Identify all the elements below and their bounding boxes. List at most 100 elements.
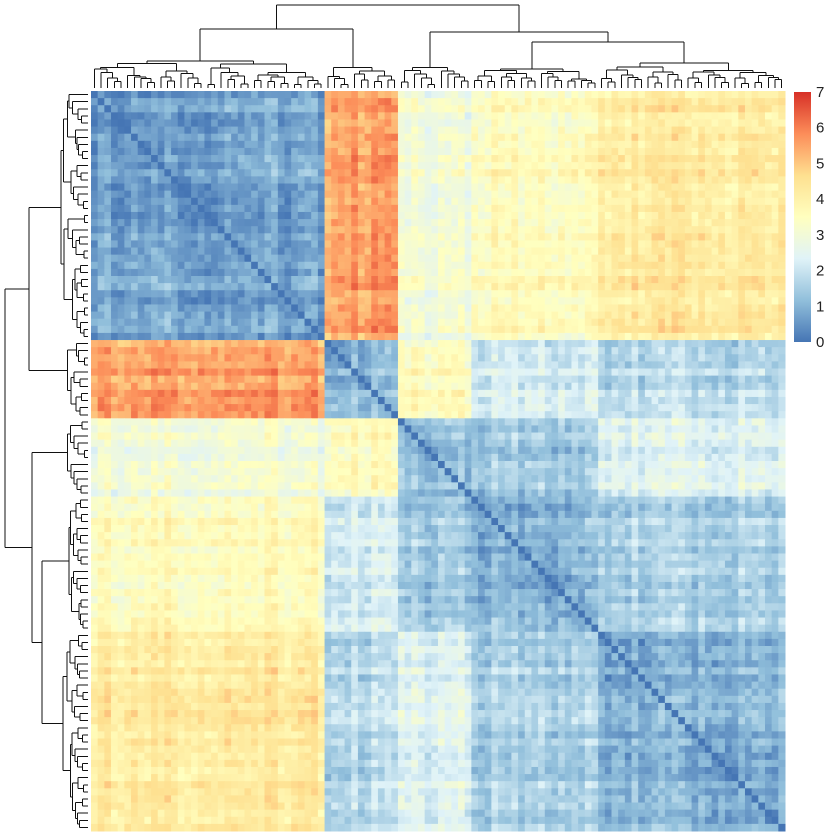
heatmap-cell	[604, 347, 612, 355]
heatmap-cell	[257, 340, 265, 348]
heatmap-cell	[297, 176, 306, 184]
heatmap-cell	[658, 290, 666, 298]
heatmap-cell	[631, 126, 639, 135]
heatmap-cell	[491, 240, 499, 249]
heatmap-cell	[197, 169, 205, 177]
heatmap-cell	[618, 204, 626, 213]
heatmap-cell	[264, 389, 272, 398]
heatmap-cell	[458, 325, 466, 334]
heatmap-cell	[698, 183, 706, 192]
heatmap-cell	[504, 190, 512, 199]
heatmap-cell	[404, 147, 412, 156]
heatmap-cell	[311, 169, 319, 177]
heatmap-cell	[778, 112, 786, 120]
heatmap-cell	[744, 133, 753, 142]
heatmap-cell	[324, 425, 332, 434]
heatmap-cell	[584, 297, 592, 305]
heatmap-cell	[464, 133, 472, 142]
heatmap-cell	[151, 382, 159, 391]
heatmap-cell	[211, 318, 219, 327]
heatmap-cell	[97, 283, 105, 291]
heatmap-cell	[257, 347, 265, 355]
heatmap-cell	[411, 425, 419, 434]
heatmap-cell	[711, 254, 719, 263]
heatmap-cell	[351, 311, 359, 320]
heatmap-cell	[417, 91, 426, 99]
heatmap-cell	[618, 276, 626, 284]
heatmap-cell	[484, 204, 492, 213]
heatmap-cell	[544, 368, 552, 377]
heatmap-cell	[711, 382, 719, 391]
heatmap-cell	[377, 340, 386, 348]
heatmap-cell	[551, 162, 559, 170]
heatmap-cell	[117, 105, 125, 113]
heatmap-cell	[257, 211, 265, 220]
heatmap-cell	[531, 119, 539, 128]
heatmap-cell	[658, 204, 666, 213]
heatmap-cell	[157, 425, 165, 434]
heatmap-cell	[444, 183, 452, 192]
heatmap-cell	[451, 133, 459, 142]
heatmap-cell	[658, 418, 666, 426]
heatmap-cell	[544, 204, 552, 213]
heatmap-cell	[91, 432, 99, 441]
heatmap-cell	[317, 297, 326, 305]
heatmap-cell	[544, 276, 552, 284]
heatmap-cell	[631, 233, 639, 241]
heatmap-cell	[91, 361, 99, 369]
heatmap-cell	[538, 290, 546, 298]
heatmap-cell	[424, 233, 432, 241]
heatmap-cell	[244, 325, 252, 334]
heatmap-cell	[551, 226, 559, 234]
heatmap-cell	[217, 318, 225, 327]
heatmap-cell	[718, 119, 726, 128]
heatmap-cell	[618, 268, 626, 277]
heatmap-cell	[397, 119, 406, 128]
heatmap-cell	[511, 297, 519, 305]
heatmap-cell	[237, 340, 245, 348]
heatmap-cell	[564, 396, 572, 405]
heatmap-cell	[691, 226, 699, 234]
heatmap-cell	[391, 425, 399, 434]
heatmap-cell	[758, 411, 766, 419]
heatmap-cell	[438, 389, 446, 398]
heatmap-cell	[518, 411, 526, 419]
heatmap-cell	[251, 204, 259, 213]
heatmap-cell	[337, 283, 346, 291]
heatmap-cell	[638, 226, 646, 234]
heatmap-cell	[317, 389, 326, 398]
heatmap-cell	[277, 240, 286, 249]
heatmap-cell	[237, 226, 245, 234]
heatmap-cell	[758, 311, 766, 320]
heatmap-cell	[397, 240, 406, 249]
heatmap-cell	[344, 304, 352, 313]
heatmap-cell	[551, 368, 559, 377]
heatmap-cell	[738, 261, 746, 270]
heatmap-cell	[484, 404, 492, 412]
heatmap-cell	[678, 254, 686, 263]
heatmap-cell	[297, 140, 306, 149]
heatmap-cell	[578, 155, 586, 163]
heatmap-cell	[758, 162, 766, 170]
heatmap-cell	[297, 204, 306, 213]
heatmap-cell	[371, 91, 379, 99]
heatmap-cell	[144, 254, 152, 263]
heatmap-cell	[317, 112, 326, 120]
heatmap-cell	[344, 162, 352, 170]
heatmap-cell	[491, 304, 499, 313]
heatmap-cell	[251, 311, 259, 320]
heatmap-cell	[157, 268, 165, 277]
heatmap-cell	[124, 332, 132, 341]
heatmap-cell	[691, 197, 699, 206]
heatmap-cell	[117, 240, 125, 249]
heatmap-cell	[244, 318, 252, 327]
heatmap-cell	[264, 140, 272, 149]
heatmap-cell	[478, 368, 486, 377]
heatmap-cell	[611, 290, 619, 298]
heatmap-cell	[251, 105, 259, 113]
heatmap-cell	[571, 91, 579, 99]
heatmap-cell	[464, 91, 472, 99]
heatmap-cell	[751, 147, 759, 156]
heatmap-cell	[644, 347, 653, 355]
heatmap-cell	[598, 155, 606, 163]
